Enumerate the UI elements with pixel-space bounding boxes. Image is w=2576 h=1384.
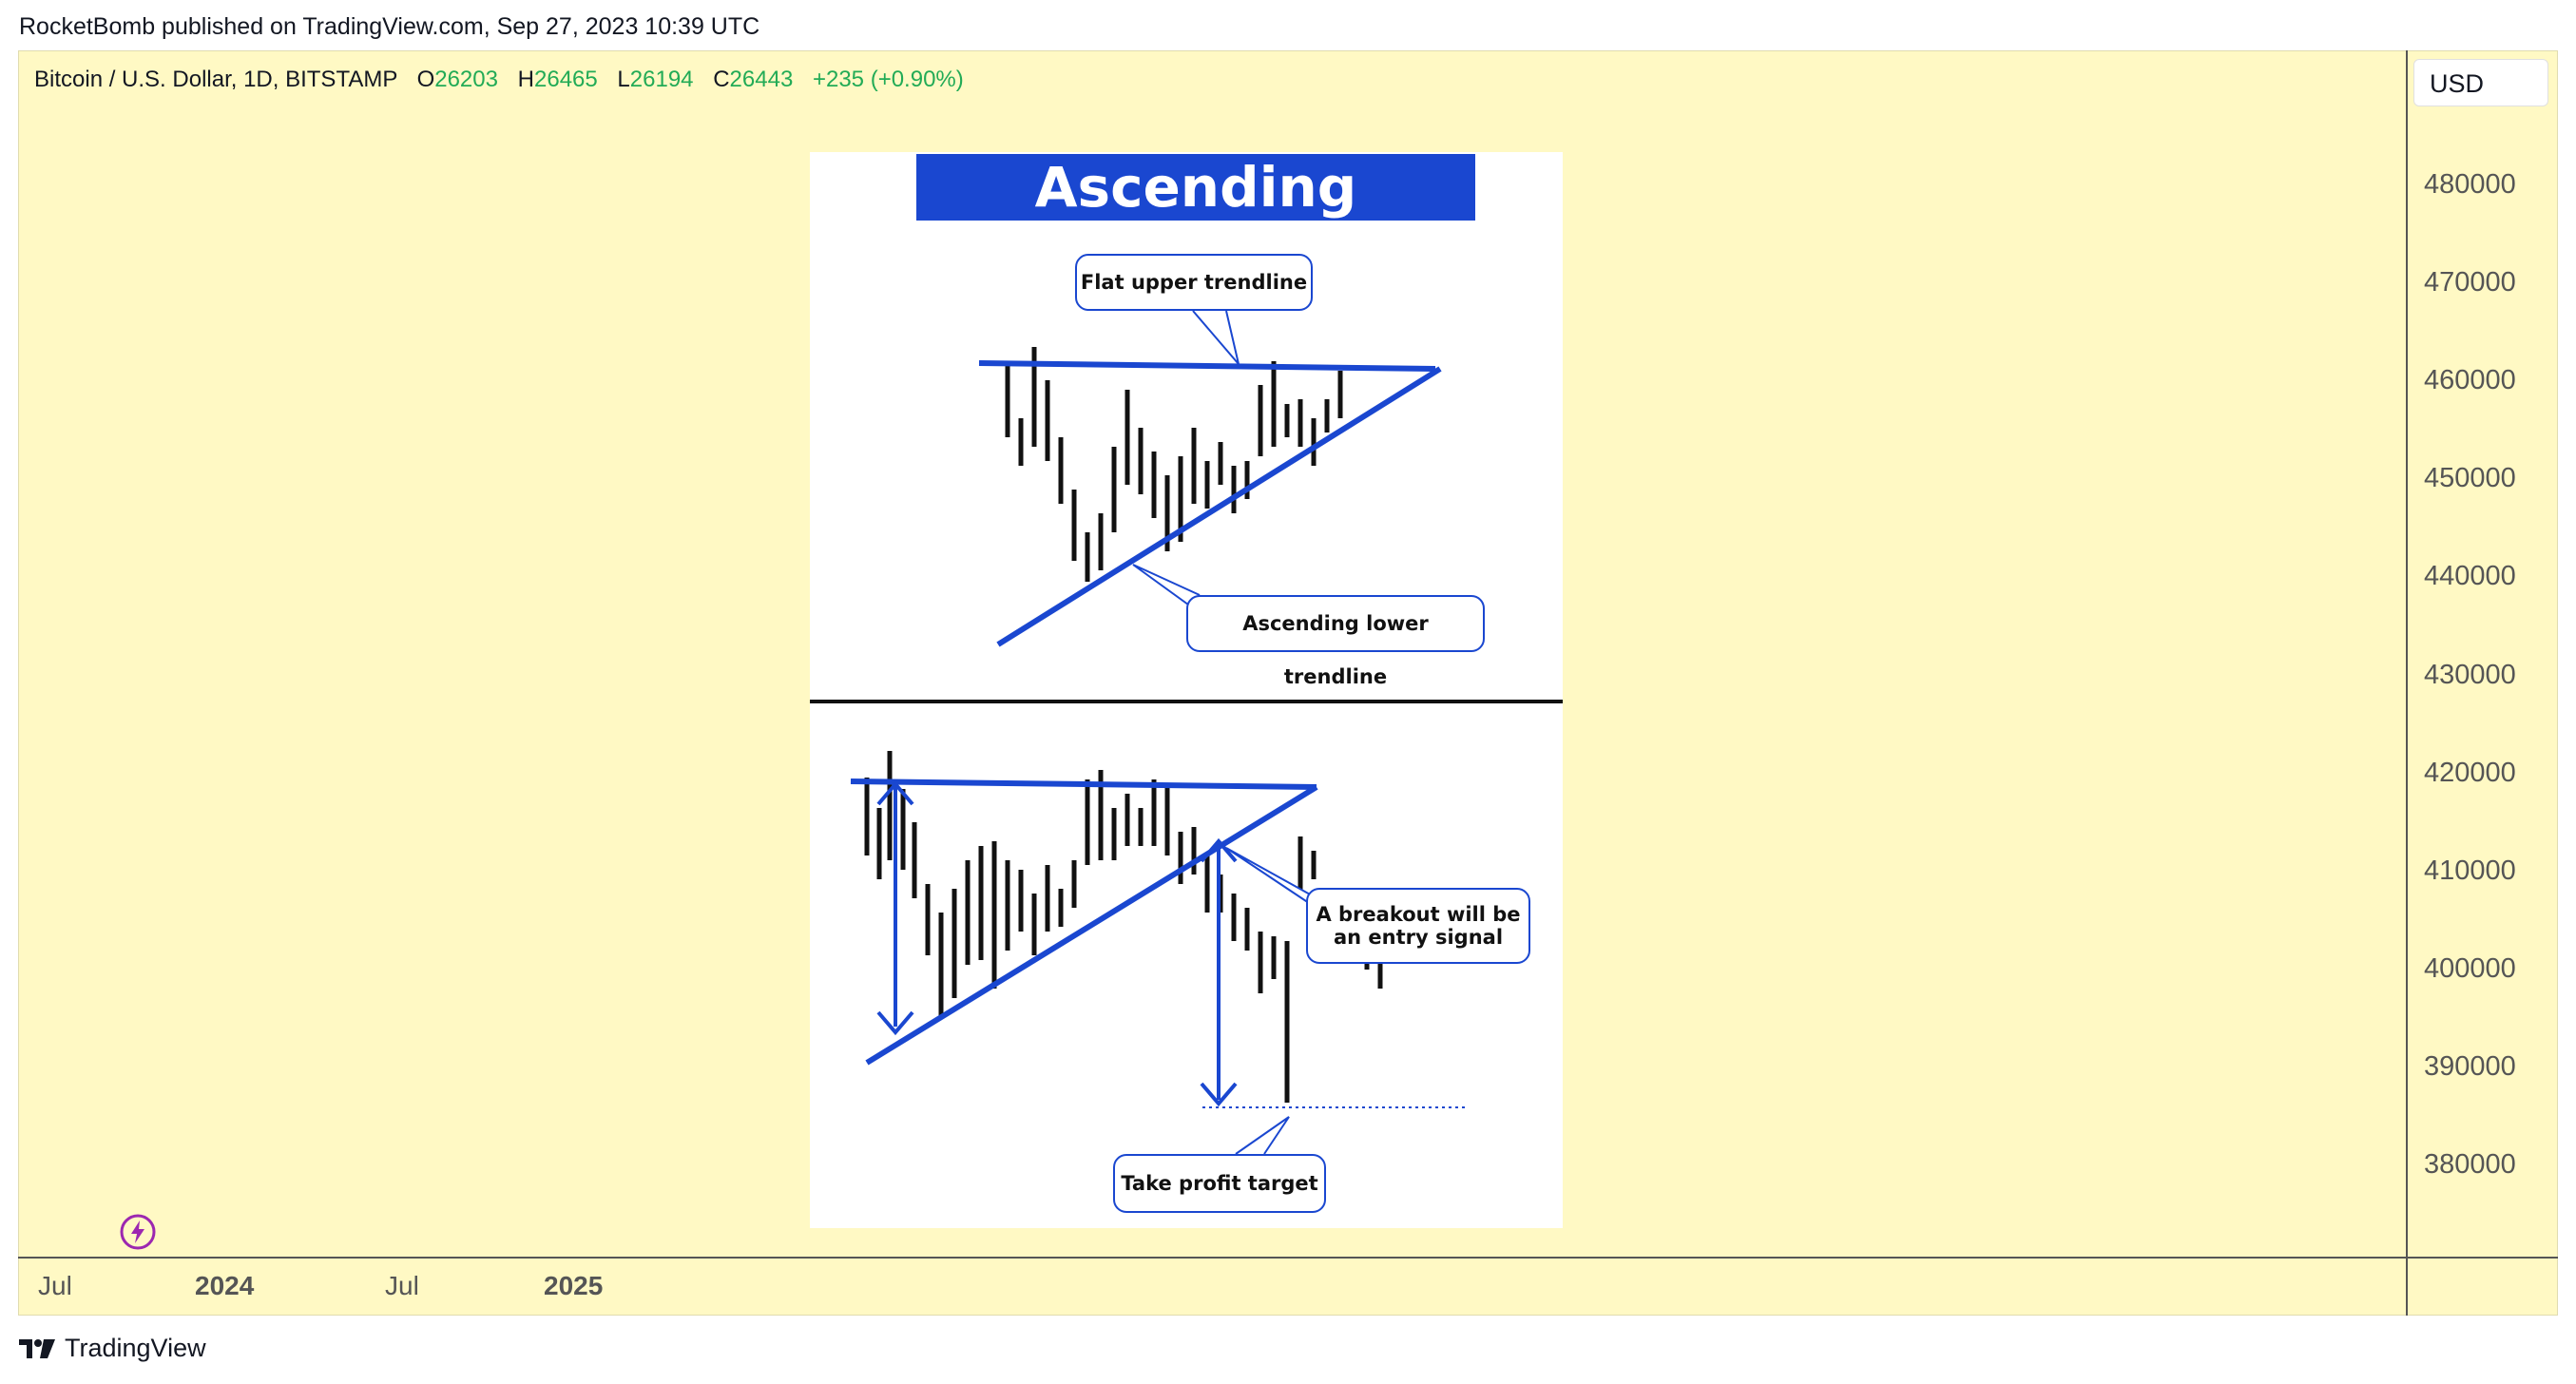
callout-pointer	[1235, 1116, 1290, 1155]
flat-upper-trendline	[978, 360, 1436, 372]
currency-selector[interactable]: USD	[2413, 59, 2548, 106]
price-tick-label: 420000	[2424, 757, 2516, 788]
callout-ascending-lower-text: Ascending lower trendline	[1242, 612, 1429, 688]
price-tick-label: 440000	[2424, 561, 2516, 592]
price-tick-label: 460000	[2424, 365, 2516, 396]
time-tick-label: 2024	[195, 1271, 255, 1300]
lower-trendline	[865, 784, 1318, 1066]
high-label: H	[517, 67, 534, 92]
close-label: C	[713, 67, 730, 92]
price-tick-label: 450000	[2424, 463, 2516, 494]
price-tick-label: 470000	[2424, 267, 2516, 298]
callout-pointer	[1132, 564, 1201, 606]
low-label: L	[617, 67, 630, 92]
flash-icon[interactable]	[119, 1213, 157, 1251]
low-value: 26194	[629, 67, 694, 92]
callout-pointer	[1225, 847, 1324, 913]
callout-ascending-lower: Ascending lower trendline	[1186, 595, 1485, 688]
callout-take-profit: Take profit target	[1113, 1154, 1326, 1213]
callout-pointer	[1192, 310, 1240, 365]
time-tick-label: Jul	[385, 1271, 419, 1300]
callout-take-profit-text: Take profit target	[1121, 1172, 1318, 1195]
arrow-head-icon	[1200, 837, 1238, 863]
price-axis-divider	[2406, 50, 2408, 1316]
tradingview-brand[interactable]: TradingView	[19, 1334, 206, 1363]
time-tick-label: 2025	[544, 1271, 604, 1300]
arrow-head-icon	[1200, 1082, 1238, 1107]
change-value: +235 (+0.90%)	[812, 67, 964, 92]
title-banner	[916, 154, 1475, 221]
symbol-legend[interactable]: Bitcoin / U.S. Dollar, 1D, BITSTAMP O262…	[34, 67, 964, 93]
callout-breakout-line2: an entry signal	[1333, 926, 1504, 949]
callout-breakout-line1: A breakout will be	[1316, 903, 1521, 926]
callout-breakout: A breakout will be an entry signal	[1306, 888, 1530, 964]
price-tick-label: 380000	[2424, 1149, 2516, 1180]
time-tick-label: Jul	[38, 1271, 72, 1300]
open-label: O	[416, 67, 435, 92]
ascending-lower-trendline	[996, 366, 1442, 647]
high-value: 26465	[534, 67, 598, 92]
price-tick-label: 410000	[2424, 855, 2516, 886]
attribution-text: RocketBomb published on TradingView.com,…	[19, 13, 760, 40]
arrow-head-icon	[876, 780, 914, 806]
tradingview-logo-icon	[19, 1338, 55, 1358]
callout-flat-upper-text: Flat upper trendline	[1080, 271, 1308, 294]
tradingview-brand-label: TradingView	[65, 1334, 206, 1362]
symbol-name: Bitcoin / U.S. Dollar, 1D, BITSTAMP	[34, 67, 397, 92]
price-tick-label: 430000	[2424, 659, 2516, 690]
price-tick-label: 390000	[2424, 1050, 2516, 1082]
close-value: 26443	[729, 67, 794, 92]
callout-flat-upper: Flat upper trendline	[1075, 254, 1313, 311]
annotation-panel	[810, 152, 1563, 1228]
open-value: 26203	[434, 67, 498, 92]
price-tick-label: 480000	[2424, 169, 2516, 200]
price-tick-label: 400000	[2424, 952, 2516, 984]
arrow-head-icon	[876, 1010, 914, 1036]
time-axis-divider	[18, 1257, 2558, 1259]
upper-trendline	[850, 778, 1317, 790]
